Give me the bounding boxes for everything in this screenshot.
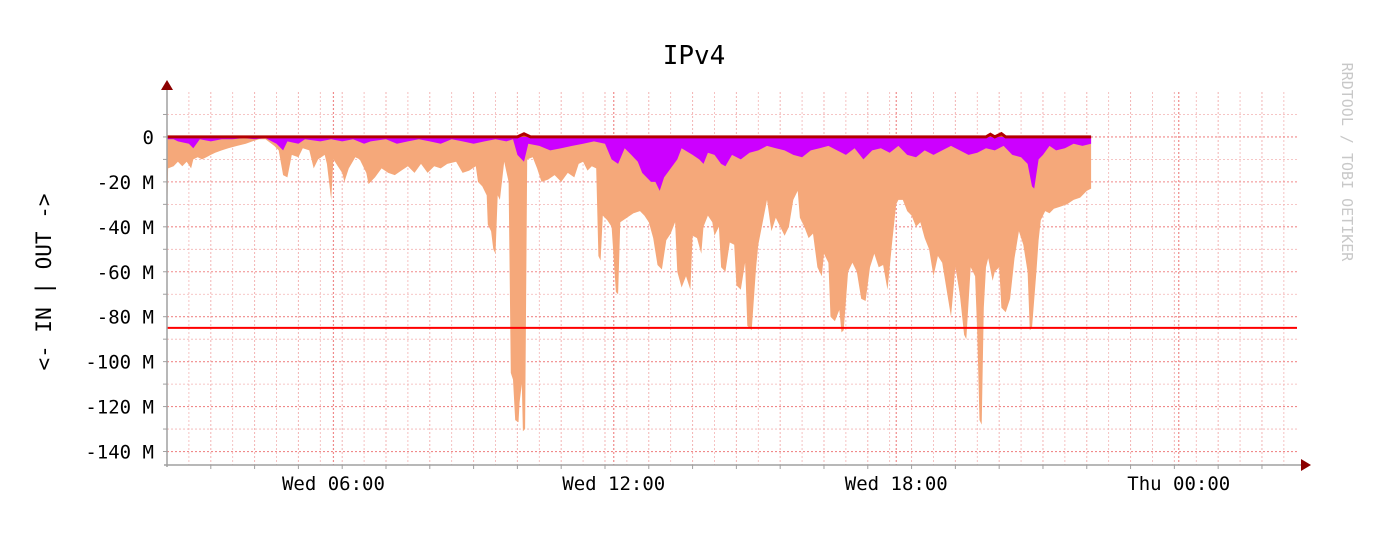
in-secondary-area (167, 136, 1092, 191)
axes (161, 80, 1311, 471)
x-tick-label: Wed 12:00 (562, 473, 665, 495)
y-tick-label: -20 M (97, 172, 154, 194)
x-tick-labels: Wed 06:00 Wed 12:00 Wed 18:00 Thu 00:00 (282, 473, 1230, 495)
x-tick-label: Wed 18:00 (845, 473, 948, 495)
y-tick-label: -40 M (97, 217, 154, 239)
y-tick-label: -60 M (97, 262, 154, 284)
y-tick-label: -120 M (85, 397, 154, 419)
out-line (167, 131, 1092, 139)
x-tick-label: Thu 00:00 (1127, 473, 1230, 495)
y-axis-label: <- IN | OUT -> (32, 193, 57, 370)
y-tick-label: -100 M (85, 352, 154, 374)
y-axis-arrow (161, 80, 173, 90)
chart-title: IPv4 (663, 41, 726, 71)
y-tick-label: -80 M (97, 307, 154, 329)
in-area (167, 136, 1092, 432)
y-tick-label: -140 M (85, 442, 154, 464)
x-tick-label: Wed 06:00 (282, 473, 385, 495)
watermark: RRDTOOL / TOBI OETIKER (1338, 63, 1356, 263)
x-axis-arrow (1301, 459, 1311, 471)
y-tick-labels: 0 -20 M -40 M -60 M -80 M -100 M -120 M -140 M (85, 127, 154, 464)
plot-lines (167, 131, 1297, 329)
y-tick-label: 0 (143, 127, 154, 149)
